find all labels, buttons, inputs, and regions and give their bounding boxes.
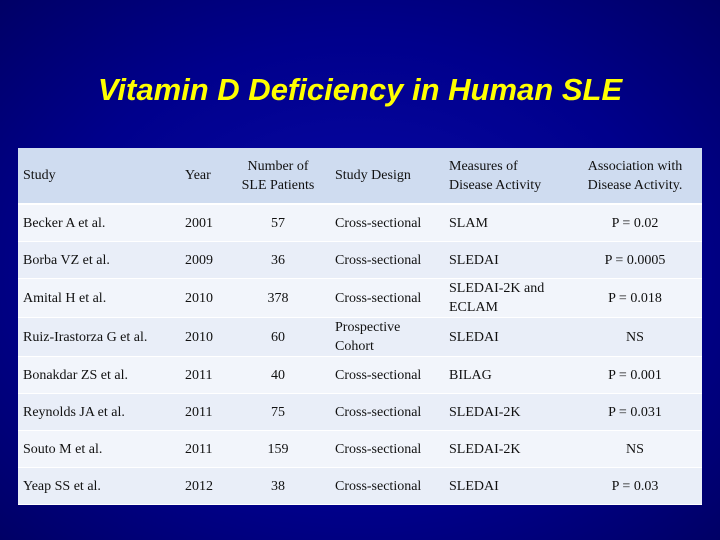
table-cell: P = 0.031 xyxy=(568,393,702,431)
table-cell: Cross-sectional xyxy=(328,393,443,431)
table-cell: 378 xyxy=(228,278,328,318)
header-cell: Association with Disease Activity. xyxy=(568,148,702,205)
table-cell: SLEDAI xyxy=(443,467,568,505)
table-row: Reynolds JA et al. 2011 75 Cross-sectional S… xyxy=(18,393,702,431)
table-cell: Cross-sectional xyxy=(328,430,443,468)
table-cell: SLAM xyxy=(443,204,568,242)
table-cell: Cross-sectional xyxy=(328,356,443,394)
header-cell: Number of SLE Patients xyxy=(228,148,328,205)
table-cell: 36 xyxy=(228,241,328,279)
table-row: Yeap SS et al. 2012 38 Cross-sectional SLEDA… xyxy=(18,467,702,505)
table-cell: 2011 xyxy=(175,356,228,394)
table-row: Bonakdar ZS et al. 2011 40 Cross-sectional B… xyxy=(18,356,702,394)
table-cell: NS xyxy=(568,430,702,468)
table-cell: SLEDAI-2K xyxy=(443,430,568,468)
table-cell: Cross-sectional xyxy=(328,278,443,318)
table-cell: Yeap SS et al. xyxy=(18,467,175,505)
header-cell: Study Design xyxy=(328,148,443,205)
table-body: Becker A et al. 2001 57 Cross-sectional SLAM… xyxy=(18,204,702,505)
header-cell: Study xyxy=(18,148,175,205)
table-cell: P = 0.0005 xyxy=(568,241,702,279)
table-cell: P = 0.018 xyxy=(568,278,702,318)
table-cell: Borba VZ et al. xyxy=(18,241,175,279)
slide-title: Vitamin D Deficiency in Human SLE xyxy=(97,72,623,107)
table-cell: 2012 xyxy=(175,467,228,505)
table-row: Amital H et al. 2010 378 Cross-sectional SLE… xyxy=(18,278,702,318)
table-cell: Reynolds JA et al. xyxy=(18,393,175,431)
table-cell: P = 0.001 xyxy=(568,356,702,394)
table-cell: SLEDAI-2K and ECLAM xyxy=(443,278,568,318)
table-cell: 2001 xyxy=(175,204,228,242)
header-cell: Measures of Disease Activity xyxy=(443,148,568,205)
table-row: Becker A et al. 2001 57 Cross-sectional SLAM… xyxy=(18,204,702,242)
header-cell: Year xyxy=(175,148,228,205)
table-cell: 2009 xyxy=(175,241,228,279)
table-cell: 2010 xyxy=(175,278,228,318)
table-cell: Prospective Cohort xyxy=(328,317,443,357)
table-cell: SLEDAI xyxy=(443,241,568,279)
table-cell: P = 0.02 xyxy=(568,204,702,242)
table-cell: 75 xyxy=(228,393,328,431)
table-cell: 38 xyxy=(228,467,328,505)
table-cell: Cross-sectional xyxy=(328,204,443,242)
table-cell: 159 xyxy=(228,430,328,468)
table-cell: P = 0.03 xyxy=(568,467,702,505)
table-row: Borba VZ et al. 2009 36 Cross-sectional SLED… xyxy=(18,241,702,279)
table-cell: NS xyxy=(568,317,702,357)
study-table: Study Year Number of SLE Patients Study Des… xyxy=(18,148,702,505)
table-cell: Cross-sectional xyxy=(328,241,443,279)
table-cell: 57 xyxy=(228,204,328,242)
table-cell: 2010 xyxy=(175,317,228,357)
table-cell: Becker A et al. xyxy=(18,204,175,242)
table-cell: Souto M et al. xyxy=(18,430,175,468)
table-cell: SLEDAI-2K xyxy=(443,393,568,431)
table-cell: Ruiz-Irastorza G et al. xyxy=(18,317,175,357)
table-cell: 60 xyxy=(228,317,328,357)
table-cell: SLEDAI xyxy=(443,317,568,357)
table-row: Souto M et al. 2011 159 Cross-sectional SLED… xyxy=(18,430,702,468)
table-cell: Cross-sectional xyxy=(328,467,443,505)
table-cell: 40 xyxy=(228,356,328,394)
table-cell: 2011 xyxy=(175,430,228,468)
table-cell: 2011 xyxy=(175,393,228,431)
table-row: Ruiz-Irastorza G et al. 2010 60 Prospective… xyxy=(18,317,702,357)
table-cell: BILAG xyxy=(443,356,568,394)
table-cell: Amital H et al. xyxy=(18,278,175,318)
table-cell: Bonakdar ZS et al. xyxy=(18,356,175,394)
header-row: Study Year Number of SLE Patients Study Des… xyxy=(18,148,702,205)
